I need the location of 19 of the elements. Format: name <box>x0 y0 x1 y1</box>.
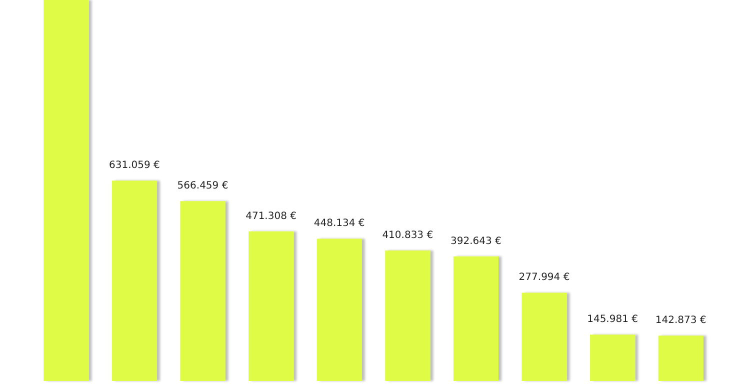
bar <box>248 231 294 381</box>
data-label: 145.981 € <box>587 314 638 326</box>
bar <box>522 292 567 381</box>
bar <box>658 336 704 381</box>
bar <box>590 334 636 381</box>
bar <box>453 256 498 381</box>
bar <box>112 180 157 381</box>
data-label: 631.059 € <box>108 160 160 172</box>
bar <box>385 250 430 381</box>
data-label: 410.833 € <box>382 230 434 242</box>
data-label: 142.873 € <box>655 315 706 326</box>
data-label: 277.994 € <box>518 272 570 284</box>
data-label: 392.643 € <box>450 236 502 247</box>
bar <box>44 0 89 381</box>
data-label: 566.459 € <box>177 180 228 192</box>
data-label: 471.308 € <box>246 210 297 222</box>
bar <box>316 238 362 381</box>
bar <box>180 201 226 381</box>
data-label: 448.134 € <box>314 218 365 230</box>
